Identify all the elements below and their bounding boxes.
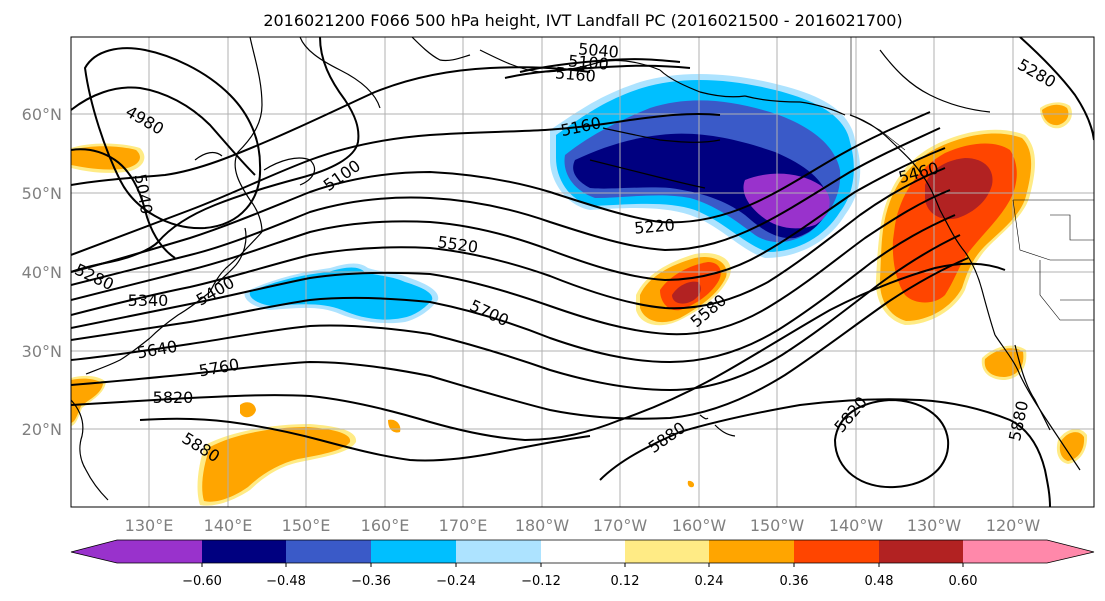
contour-label: 5160 [554, 63, 596, 85]
map-panel: 5040 5100 5160 4980 5040 5100 5160 5220 … [70, 36, 1095, 508]
lat-label: 20°N [22, 420, 62, 439]
graticule [71, 37, 1094, 507]
lat-label: 50°N [22, 184, 62, 203]
colorbar-segment [709, 540, 795, 563]
lon-label: 160°E [361, 516, 410, 535]
contour-labels: 5040 5100 5160 4980 5040 5100 5160 5220 … [72, 39, 1059, 466]
latitude-labels: 60°N 50°N 40°N 30°N 20°N [22, 105, 62, 439]
lon-label: 150°W [750, 516, 805, 535]
contour-label: 5100 [567, 51, 609, 73]
ivt-positive-anomaly-small-patches [71, 143, 1088, 506]
lon-label: 180°W [515, 516, 570, 535]
colorbar-tick-label: −0.24 [436, 574, 476, 589]
colorbar-segment [202, 540, 288, 563]
lon-label: 120°W [986, 516, 1041, 535]
colorbar-tick-label: −0.36 [351, 574, 391, 589]
lon-label: 170°E [439, 516, 488, 535]
colorbar-segment [117, 540, 203, 563]
colorbar-tick-label: −0.60 [182, 574, 222, 589]
lat-label: 30°N [22, 342, 62, 361]
colorbar: −0.60 −0.48 −0.36 −0.24 −0.12 0.12 0.24 … [70, 539, 1095, 589]
contour-label: 5220 [633, 215, 675, 237]
colorbar-segment [963, 540, 1048, 563]
longitude-labels: 130°E 140°E 150°E 160°E 170°E 180°W 170°… [125, 516, 1041, 535]
colorbar-segment [879, 540, 964, 563]
colorbar-segment [286, 540, 372, 563]
lon-label: 140°E [204, 516, 253, 535]
lon-label: 170°W [593, 516, 648, 535]
colorbar-tick-label: 0.24 [695, 574, 724, 589]
colorbar-tick-label: −0.12 [521, 574, 561, 589]
lon-label: 130°E [125, 516, 174, 535]
colorbar-tick-label: 0.48 [865, 574, 894, 589]
colorbar-tick-label: 0.60 [949, 574, 978, 589]
colorbar-extend-high [1047, 540, 1094, 563]
contour-label: 5820 [153, 388, 194, 407]
lon-label: 140°W [829, 516, 884, 535]
lon-label: 150°E [282, 516, 331, 535]
contour-label: 5340 [128, 291, 169, 310]
colorbar-segment [541, 540, 627, 563]
height-contours [71, 37, 1094, 507]
colorbar-segment [371, 540, 457, 563]
colorbar-ticks [201, 563, 964, 567]
lon-label: 160°W [672, 516, 727, 535]
lat-label: 60°N [22, 105, 62, 124]
map-title: 2016021200 F066 500 hPa height, IVT Land… [263, 11, 902, 30]
colorbar-tick-label: −0.48 [266, 574, 306, 589]
colorbar-segment [625, 540, 711, 563]
lon-label: 130°W [907, 516, 962, 535]
lat-label: 40°N [22, 263, 62, 282]
colorbar-tick-label: 0.36 [780, 574, 809, 589]
colorbar-segment [456, 540, 542, 563]
colorbar-segment [794, 540, 880, 563]
contour-label: 5040 [577, 39, 619, 61]
colorbar-extend-low [71, 540, 117, 563]
colorbar-tick-label: 0.12 [611, 574, 640, 589]
political-borders [850, 37, 1094, 321]
